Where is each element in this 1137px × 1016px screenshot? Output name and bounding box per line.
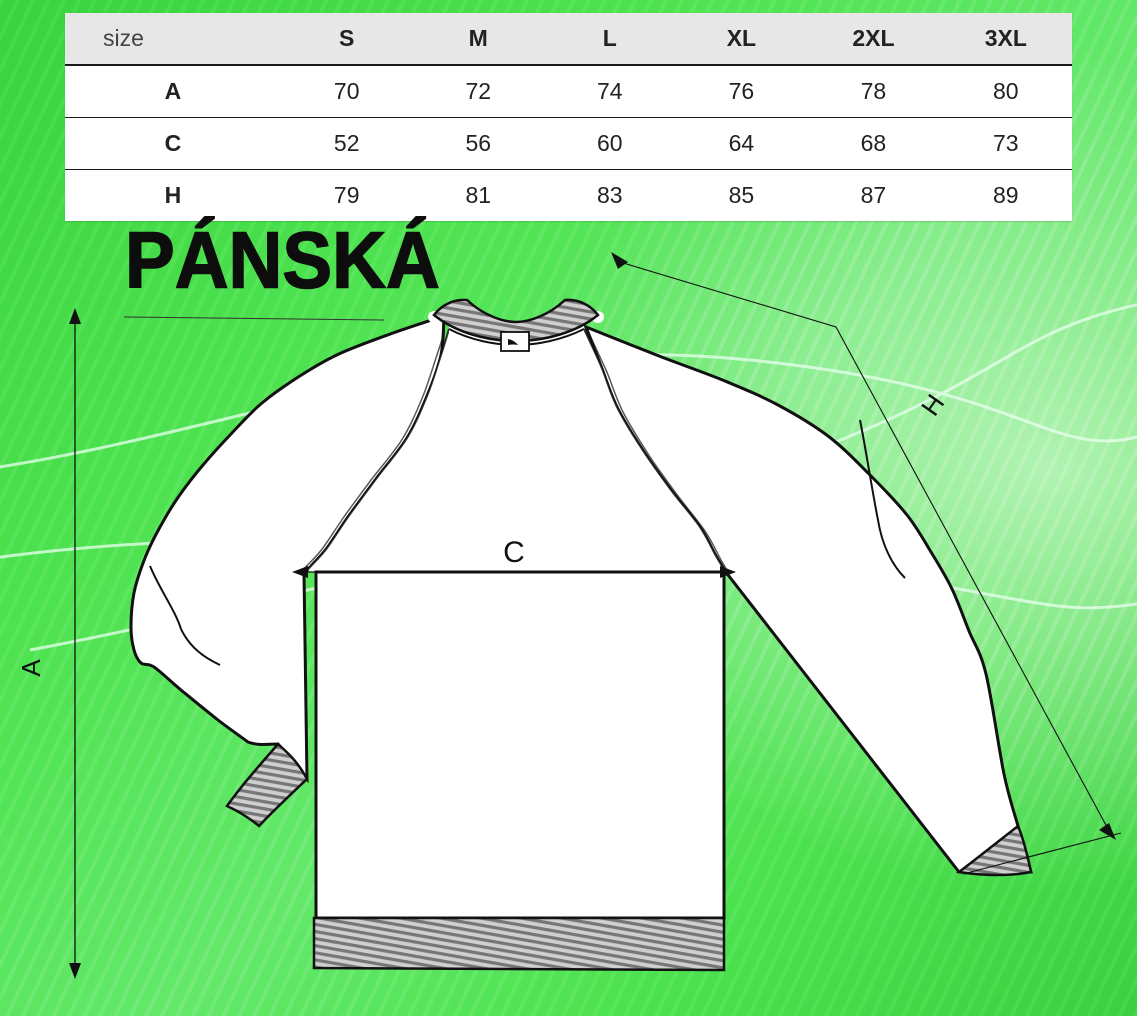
svg-text:C: C <box>503 536 525 569</box>
svg-text:H: H <box>915 389 950 422</box>
svg-text:A: A <box>16 659 46 677</box>
